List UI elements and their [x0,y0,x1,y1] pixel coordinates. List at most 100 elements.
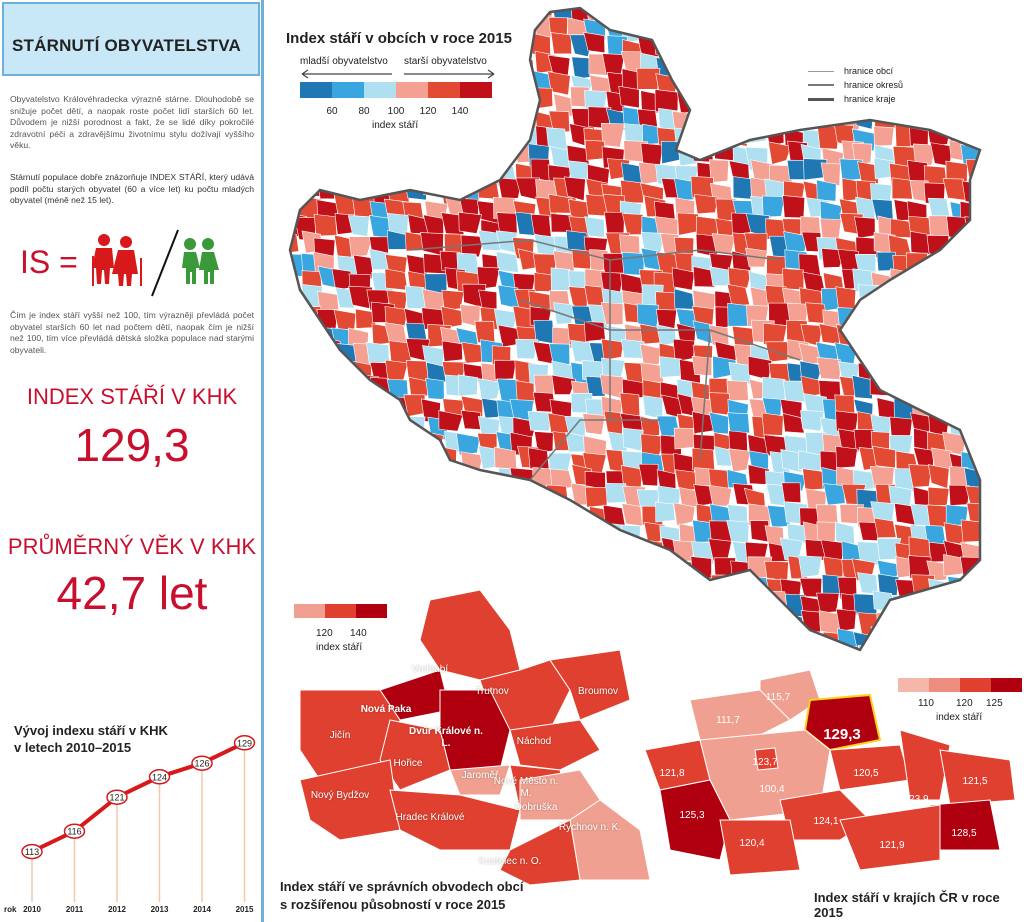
municipality-cell [1003,15,1024,37]
municipality-cell [1016,20,1024,44]
municipality-cell [852,309,876,335]
orp-scale-caption: index stáří [316,642,363,653]
municipality-cell [1019,629,1024,651]
municipality-cell [983,253,1004,274]
municipality-cell [1016,411,1024,433]
municipality-cell [763,613,787,637]
municipality-cell [762,376,786,401]
municipality-cell [515,88,540,112]
municipality-cell [985,166,1007,187]
municipality-cell [945,269,969,293]
municipality-cell [462,17,486,38]
municipality-cell [895,359,919,384]
municipality-cell [767,141,792,165]
municipality-cell [854,216,876,239]
municipality-cell [1020,381,1024,401]
municipality-cell [497,36,522,60]
municipality-cell [290,558,306,583]
municipality-cell [728,17,752,41]
municipality-cell [984,268,1005,291]
municipality-cell [675,629,699,650]
municipality-cell [854,55,878,78]
municipality-cell [623,537,647,559]
municipality-cell [390,74,413,95]
municipality-cell [872,359,894,381]
municipality-cell [907,52,931,76]
cz-region-value: 129,3 [823,726,861,743]
municipality-cell [1019,561,1024,581]
cz-region-value: 124,1 [813,816,839,827]
municipality-cell [731,36,752,59]
chart-data-label: 126 [194,759,209,769]
municipality-cell [352,16,374,38]
municipality-cell [835,608,857,632]
municipality-cell [946,15,970,39]
orp-scale-label-140: 140 [350,628,367,639]
cz-kralovehradecky [803,693,882,752]
municipality-cell [313,213,338,237]
municipality-cell [945,160,968,182]
municipality-cell [583,31,606,54]
municipality-cell [798,555,823,578]
orp-broumov [549,649,631,721]
municipality-cell [369,484,391,507]
municipality-cell [527,447,550,472]
municipality-cell [403,8,426,26]
municipality-cell [965,416,980,440]
municipality-cell [985,615,1004,635]
municipality-cell [677,73,703,97]
municipality-cell [800,70,825,94]
municipality-cell [928,464,950,489]
municipality-cell [1021,254,1024,275]
municipality-cell [912,322,935,346]
municipality-cell [960,542,980,562]
municipality-cell [854,38,878,62]
municipality-cell [913,143,937,167]
municipality-cell [330,33,354,58]
orp-region-label: Nové Město n. M. [493,776,559,799]
cz-region-value: 100,4 [759,784,785,795]
municipality-cell [690,107,715,131]
municipality-cell [1001,127,1024,149]
municipality-cell [833,87,856,111]
municipality-cell [1003,253,1024,276]
orp-rychnov [569,799,651,881]
municipality-cell [330,374,355,396]
municipality-cell [549,536,574,558]
orp-region-label: Dobruška [514,802,558,813]
municipality-cell [460,8,483,22]
municipality-cell [822,86,846,111]
municipality-cell [462,542,488,566]
municipality-cell [370,126,391,151]
municipality-cell [333,309,357,331]
municipality-cell [931,8,954,23]
municipality-cell [927,13,947,36]
municipality-cell [528,522,552,543]
municipality-cell [515,338,539,360]
chart-point [21,843,43,860]
orp-region-label: Vrchlabí [411,664,449,675]
municipality-cell [1020,447,1024,469]
municipality-cell [474,125,497,151]
municipality-cell [462,468,486,492]
municipality-cell [366,432,390,453]
scale-swatch [460,82,492,98]
orp-scale-swatch [325,604,356,618]
municipality-cell [728,448,751,473]
municipality-cell [912,8,933,19]
municipality-cell [312,56,335,79]
municipality-cell [671,267,695,291]
municipality-cell [636,67,661,90]
municipality-cell [1014,483,1024,503]
municipality-cell [427,37,449,58]
municipality-cell [515,380,535,405]
municipality-cell [1016,577,1024,598]
municipality-cell [314,411,339,435]
municipality-cell [747,20,772,43]
municipality-cell [1003,340,1022,359]
municipality-cell [406,73,428,96]
municipality-cell [870,626,896,650]
municipality-cell [1000,361,1021,382]
municipality-cell [299,554,323,578]
chart-point [191,755,213,771]
